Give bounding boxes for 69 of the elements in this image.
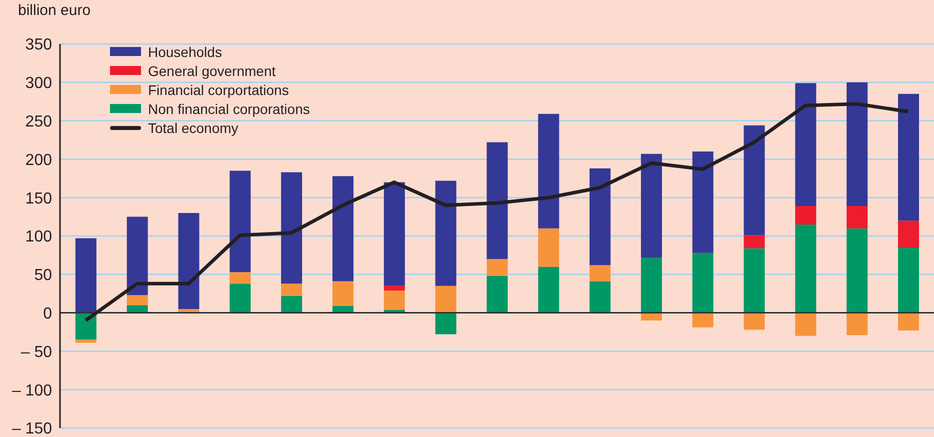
y-tick-label: 100 xyxy=(25,228,52,246)
legend-label: Households xyxy=(148,44,222,60)
bar xyxy=(332,176,354,282)
bar xyxy=(640,154,662,258)
bar xyxy=(281,172,302,284)
bar xyxy=(384,286,405,291)
y-tick-label: – 150 xyxy=(12,420,52,437)
bar xyxy=(744,125,765,236)
bar xyxy=(435,286,456,313)
bar xyxy=(486,259,508,276)
y-tick-label: 300 xyxy=(25,75,52,92)
y-tick-label: 50 xyxy=(34,267,52,284)
bar xyxy=(898,312,920,330)
bar xyxy=(538,114,560,228)
bar xyxy=(75,312,96,340)
y-tick-label: – 100 xyxy=(12,382,52,400)
bar xyxy=(744,312,765,330)
bar xyxy=(640,312,662,320)
bar xyxy=(486,142,508,260)
y-tick-label: 250 xyxy=(25,113,52,130)
bar xyxy=(384,290,405,310)
y-axis-title: billion euro xyxy=(18,2,91,19)
y-tick-label: 0 xyxy=(43,305,52,322)
bar xyxy=(795,83,816,206)
bar xyxy=(590,265,611,282)
bar xyxy=(538,228,560,267)
bar xyxy=(332,281,354,306)
y-tick-label: 350 xyxy=(25,36,52,54)
bar xyxy=(692,252,714,313)
bar xyxy=(590,281,611,313)
bar xyxy=(75,238,96,313)
bar xyxy=(744,248,765,313)
bar xyxy=(744,235,765,248)
bar xyxy=(795,312,816,336)
bar xyxy=(384,182,405,286)
bar xyxy=(846,228,868,313)
bar xyxy=(898,248,920,313)
y-tick-label: 150 xyxy=(25,190,52,208)
bar xyxy=(178,212,200,309)
legend-label: Financial corportations xyxy=(148,82,289,98)
legend-label: General government xyxy=(148,62,276,78)
bar xyxy=(846,312,868,336)
bar xyxy=(281,296,302,313)
bar xyxy=(435,180,456,286)
legend-label: Total economy xyxy=(148,120,238,136)
legend-label: Non financial corporations xyxy=(148,100,310,116)
y-tick-label: – 50 xyxy=(20,344,52,361)
bar xyxy=(898,220,920,248)
bar xyxy=(640,258,662,313)
bar xyxy=(692,152,714,253)
bar xyxy=(281,284,302,296)
bar xyxy=(230,284,251,313)
bar xyxy=(795,206,816,224)
bar xyxy=(846,82,868,206)
line-series xyxy=(84,102,910,322)
bar xyxy=(795,224,816,313)
bar xyxy=(846,206,868,228)
bar xyxy=(590,168,611,266)
bar xyxy=(692,312,714,328)
y-tick-label: 200 xyxy=(25,152,52,169)
bar xyxy=(75,340,96,343)
bar xyxy=(486,276,508,313)
bar xyxy=(538,266,560,313)
bar xyxy=(435,312,456,334)
bar xyxy=(898,94,920,221)
bar xyxy=(230,272,251,284)
bar xyxy=(230,170,251,272)
bar xyxy=(126,216,148,296)
bar xyxy=(126,295,148,306)
